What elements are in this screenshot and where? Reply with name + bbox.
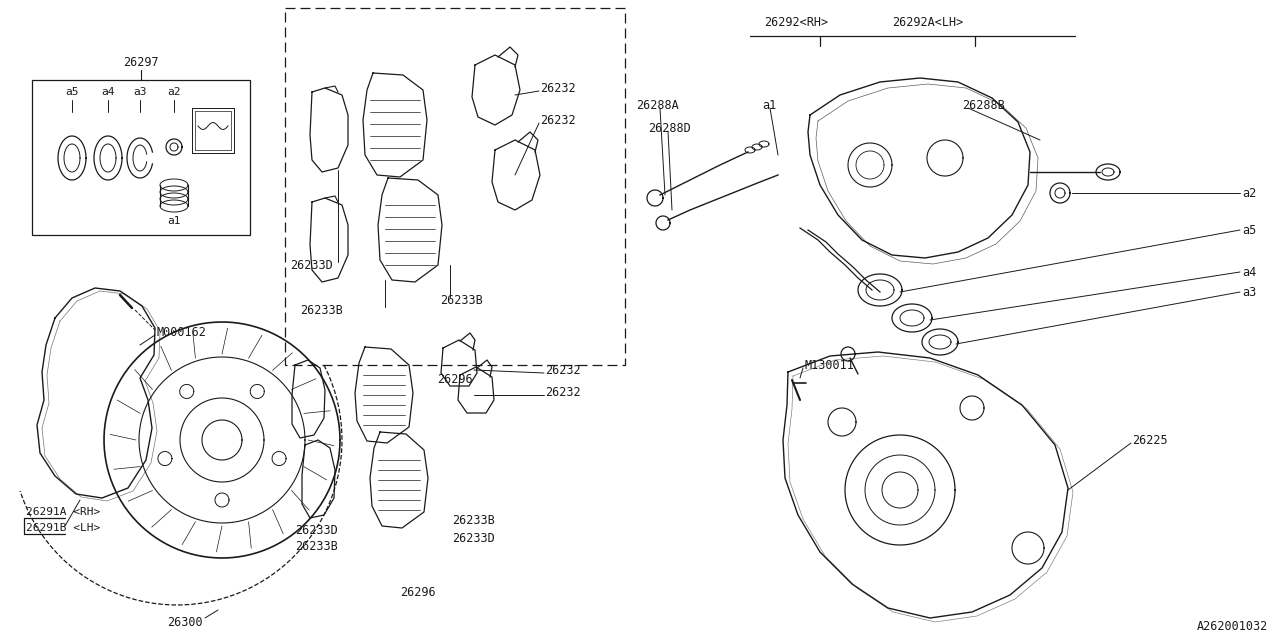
Text: 26232: 26232 [545,364,581,376]
Text: a4: a4 [1242,266,1256,278]
Text: 26292<RH>: 26292<RH> [764,15,828,29]
Text: 26296: 26296 [401,586,435,598]
Text: 26232: 26232 [540,113,576,127]
Text: 26297: 26297 [123,56,159,68]
Text: a3: a3 [133,87,147,97]
Text: 26232: 26232 [545,385,581,399]
Text: a1: a1 [168,216,180,226]
Text: 26292A<LH>: 26292A<LH> [892,15,964,29]
Text: 26233D: 26233D [294,524,338,536]
Text: 26233D: 26233D [291,259,333,271]
Text: 26296: 26296 [438,372,472,385]
Text: 26233B: 26233B [300,303,343,317]
Text: 26291B <LH>: 26291B <LH> [26,523,100,533]
Text: 26225: 26225 [1132,433,1167,447]
Text: 26233B: 26233B [452,513,495,527]
Text: 26233B: 26233B [440,294,483,307]
Text: a3: a3 [1242,285,1256,298]
Text: a1: a1 [762,99,776,111]
Text: 26288D: 26288D [648,122,691,134]
Text: 26233D: 26233D [452,531,495,545]
Text: 26233B: 26233B [294,540,338,552]
Text: 26232: 26232 [540,81,576,95]
Text: M000162: M000162 [156,326,206,339]
Text: 26300: 26300 [168,616,202,628]
Text: M130011: M130011 [804,358,854,371]
Text: A262001032: A262001032 [1197,620,1268,632]
Text: a5: a5 [1242,223,1256,237]
Bar [285,8,625,365]
Text: 26288B: 26288B [963,99,1005,111]
Text: 26288A: 26288A [636,99,678,111]
Text: a4: a4 [101,87,115,97]
Text: 26291A <RH>: 26291A <RH> [26,507,100,517]
Bar [32,80,250,235]
Text: a5: a5 [65,87,79,97]
Text: a2: a2 [168,87,180,97]
Text: a2: a2 [1242,186,1256,200]
